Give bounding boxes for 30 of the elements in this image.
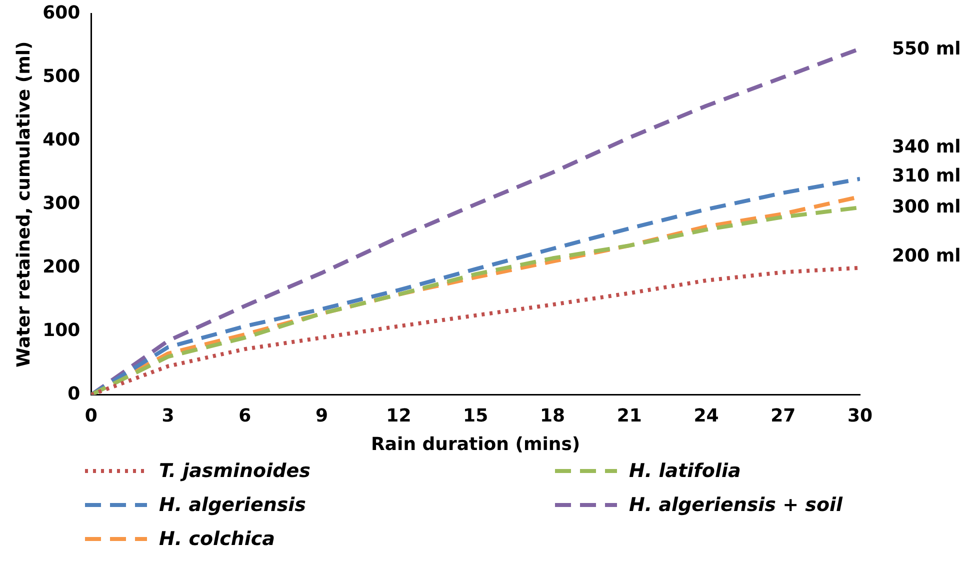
legend-label: H. colchica	[159, 528, 275, 550]
legend-label: H. algeriensis + soil	[629, 494, 843, 516]
x-tick-label: 15	[463, 405, 488, 426]
text: 550 ml	[892, 38, 961, 60]
y-tick-label: 0	[68, 383, 80, 404]
x-tick-label: 0	[84, 405, 98, 426]
y-tick-label: 600	[42, 2, 80, 24]
x-tick-label: 3	[162, 405, 174, 426]
legend-label: T. jasminoides	[159, 460, 310, 482]
x-tick-label: 9	[316, 405, 328, 426]
x-tick-label: 21	[616, 405, 642, 426]
x-axis-title: Rain duration (mins)	[371, 434, 580, 455]
x-tick-label: 30	[847, 405, 873, 426]
x-tick-label: 12	[386, 405, 412, 426]
text: 300 ml	[892, 196, 961, 218]
legend-label: H. algeriensis	[159, 494, 306, 516]
y-tick-label: 100	[42, 320, 80, 341]
legend-label: H. latifolia	[629, 460, 741, 482]
y-tick-label: 400	[42, 129, 80, 150]
y-tick-label: 500	[42, 66, 80, 87]
y-tick-label: 200	[42, 256, 80, 278]
x-tick-label: 27	[770, 405, 796, 426]
x-tick-label: 18	[540, 405, 565, 426]
y-tick-label: 300	[42, 192, 80, 214]
x-tick-label: 24	[694, 405, 719, 426]
text: 310 ml	[892, 166, 961, 187]
text: 340 ml	[892, 136, 961, 158]
x-tick-label: 6	[238, 405, 252, 426]
y-axis-title: Water retained, cumulative (ml)	[13, 41, 34, 368]
text: 200 ml	[892, 246, 961, 267]
